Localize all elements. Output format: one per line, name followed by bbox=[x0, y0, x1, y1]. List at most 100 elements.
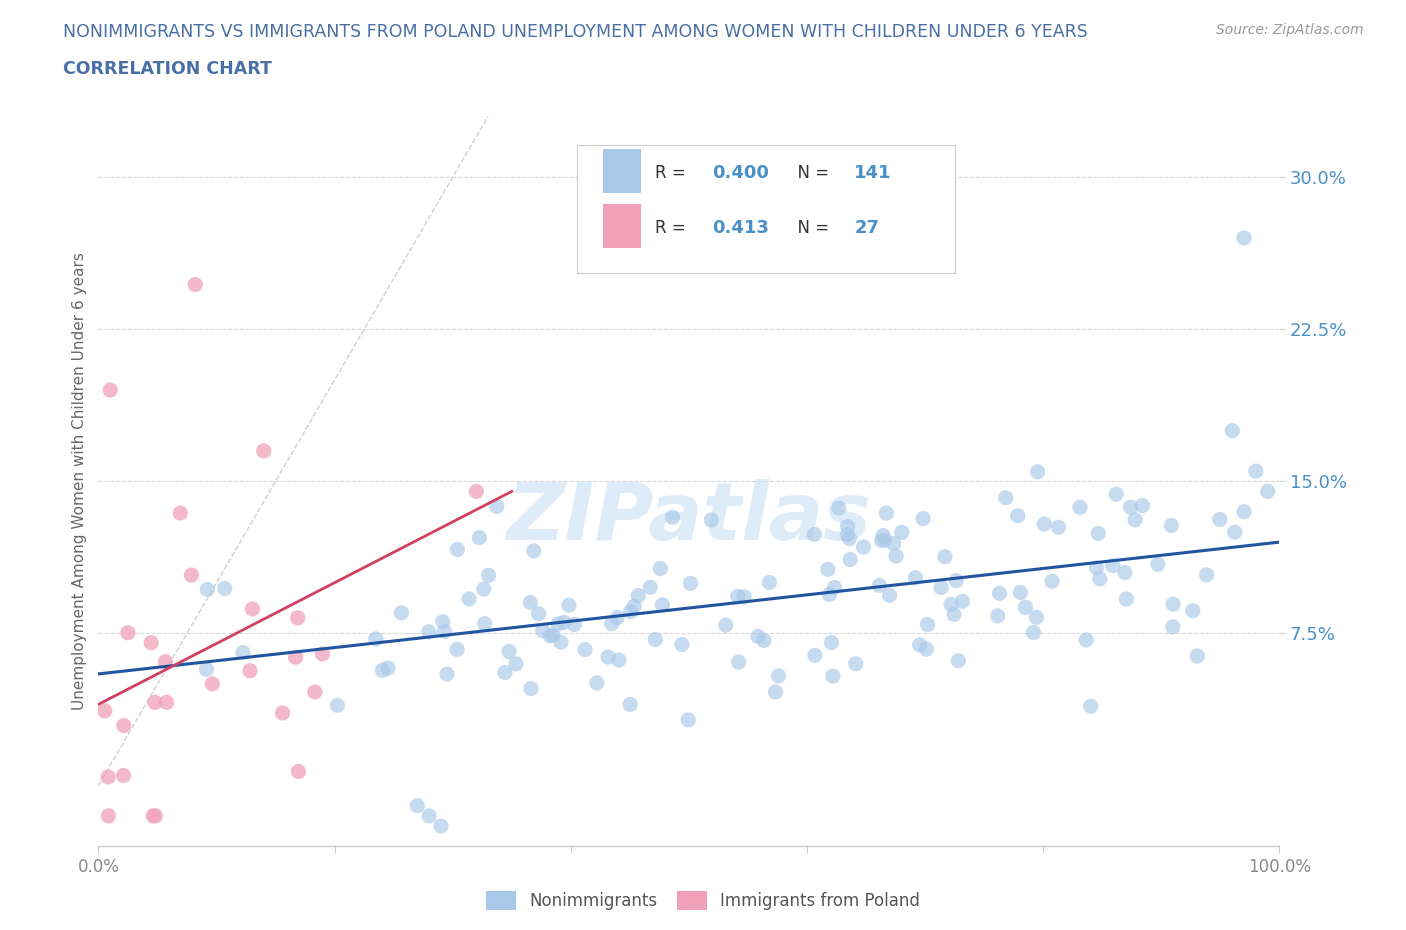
Point bbox=[418, 808, 440, 823]
Point bbox=[714, 618, 737, 632]
Text: 27: 27 bbox=[855, 219, 879, 237]
Point bbox=[915, 642, 938, 657]
Point bbox=[873, 533, 896, 548]
Point bbox=[600, 617, 623, 631]
Point bbox=[1195, 567, 1218, 582]
Point bbox=[98, 382, 121, 397]
Point bbox=[870, 533, 893, 548]
Point bbox=[1010, 585, 1032, 600]
Point bbox=[112, 718, 135, 733]
FancyBboxPatch shape bbox=[603, 149, 641, 193]
Point bbox=[1114, 565, 1136, 580]
Point bbox=[547, 617, 569, 631]
Point bbox=[884, 549, 907, 564]
Point bbox=[852, 539, 875, 554]
Point bbox=[184, 277, 207, 292]
Point bbox=[1085, 560, 1108, 575]
Point bbox=[820, 635, 842, 650]
Point bbox=[574, 642, 596, 657]
Point bbox=[371, 663, 394, 678]
Point bbox=[1123, 512, 1146, 527]
Point bbox=[1025, 610, 1047, 625]
Point bbox=[1220, 423, 1243, 438]
Point bbox=[939, 597, 962, 612]
Point bbox=[155, 654, 177, 669]
Point bbox=[541, 628, 564, 643]
Point bbox=[478, 568, 501, 583]
Point bbox=[180, 567, 202, 582]
Point bbox=[214, 581, 236, 596]
Point bbox=[883, 536, 905, 551]
Point bbox=[917, 618, 939, 632]
Point bbox=[904, 570, 927, 585]
Point bbox=[562, 617, 585, 631]
Point bbox=[201, 676, 224, 691]
Point bbox=[945, 573, 967, 588]
Point bbox=[875, 506, 897, 521]
Point bbox=[239, 663, 262, 678]
Point bbox=[1022, 625, 1045, 640]
Point bbox=[1026, 464, 1049, 479]
Point bbox=[661, 510, 683, 525]
Text: R =: R = bbox=[655, 165, 690, 182]
Point bbox=[97, 769, 120, 784]
Point bbox=[458, 591, 481, 606]
Point bbox=[638, 579, 661, 594]
Point bbox=[752, 633, 775, 648]
FancyBboxPatch shape bbox=[576, 145, 955, 273]
Point bbox=[519, 595, 541, 610]
Point bbox=[142, 808, 165, 823]
Point bbox=[1146, 557, 1168, 572]
Point bbox=[607, 653, 630, 668]
Point bbox=[271, 706, 294, 721]
Point bbox=[620, 604, 643, 619]
Point bbox=[765, 684, 787, 699]
Point bbox=[520, 681, 543, 696]
Point bbox=[839, 552, 862, 567]
Point bbox=[879, 588, 901, 603]
Point bbox=[817, 562, 839, 577]
Point bbox=[1161, 619, 1184, 634]
FancyBboxPatch shape bbox=[603, 204, 641, 247]
Point bbox=[287, 610, 309, 625]
Point bbox=[1014, 600, 1036, 615]
Point bbox=[1040, 574, 1063, 589]
Point bbox=[929, 580, 952, 595]
Point bbox=[232, 645, 254, 660]
Point bbox=[253, 444, 276, 458]
Point bbox=[389, 605, 412, 620]
Point bbox=[1080, 698, 1102, 713]
Point bbox=[311, 646, 333, 661]
Point bbox=[678, 712, 700, 727]
Text: R =: R = bbox=[655, 219, 696, 237]
Point bbox=[494, 665, 516, 680]
Point bbox=[1105, 486, 1128, 501]
Point bbox=[585, 675, 607, 690]
Point bbox=[195, 582, 218, 597]
Point bbox=[1087, 526, 1109, 541]
Point bbox=[1233, 231, 1256, 246]
Text: NONIMMIGRANTS VS IMMIGRANTS FROM POLAND UNEMPLOYMENT AMONG WOMEN WITH CHILDREN U: NONIMMIGRANTS VS IMMIGRANTS FROM POLAND … bbox=[63, 23, 1088, 41]
Point bbox=[1244, 464, 1267, 479]
Point bbox=[671, 637, 693, 652]
Point bbox=[93, 703, 115, 718]
Point bbox=[768, 669, 790, 684]
Text: Source: ZipAtlas.com: Source: ZipAtlas.com bbox=[1216, 23, 1364, 37]
Point bbox=[623, 599, 645, 614]
Point bbox=[700, 512, 723, 527]
Point bbox=[1132, 498, 1154, 513]
Point bbox=[155, 695, 177, 710]
Point bbox=[195, 662, 218, 677]
Point bbox=[837, 519, 859, 534]
Point bbox=[527, 606, 550, 621]
Point bbox=[242, 602, 264, 617]
Point bbox=[304, 684, 326, 699]
Point bbox=[1047, 520, 1070, 535]
Point bbox=[1161, 597, 1184, 612]
Point bbox=[430, 818, 453, 833]
Point bbox=[446, 542, 468, 557]
Point bbox=[531, 623, 554, 638]
Point bbox=[1257, 484, 1279, 498]
Point bbox=[679, 576, 702, 591]
Point bbox=[1181, 604, 1204, 618]
